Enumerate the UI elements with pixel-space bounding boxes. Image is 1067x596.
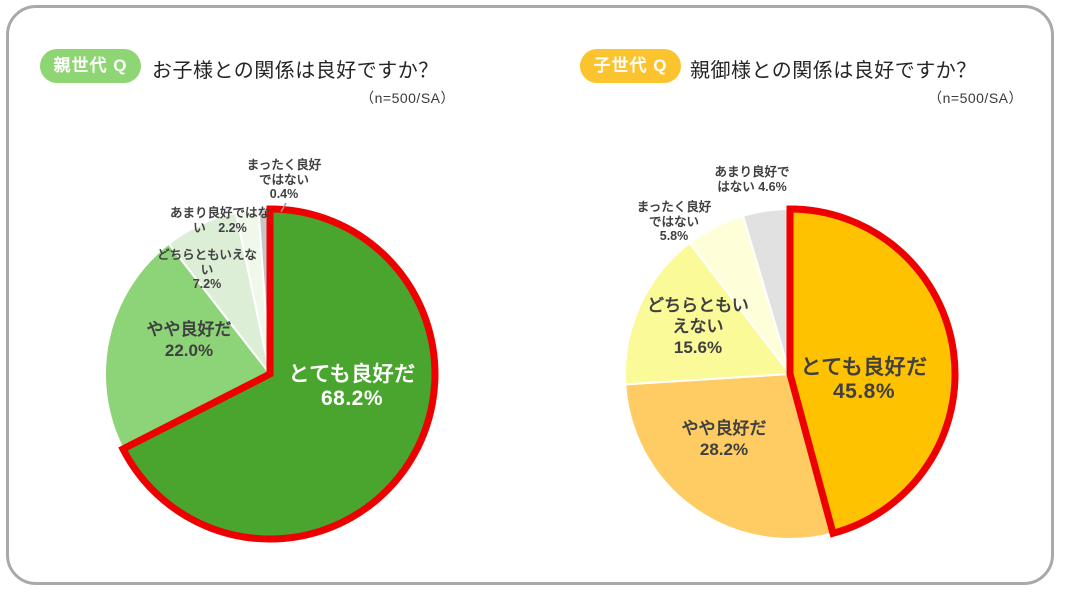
slice-callout: あまり良好で はない 4.6% [714,165,790,194]
child-generation-badge: 子世代 Q [580,49,681,83]
child-sample-size-note: （n=500/SA） [928,90,1023,106]
slice-callout: とても良好だ 68.2% [288,363,416,410]
slice-callout: どちらともい えない 15.6% [647,296,749,357]
slice-callout: やや良好だ 22.0% [146,320,232,360]
pie-slice [104,242,272,451]
slice-callout: あまり良好ではな い 2.2% [169,206,271,235]
pie-slice [624,372,835,540]
pie-chart-child [623,205,959,540]
parent-sample-size-note: （n=500/SA） [360,90,455,106]
parent-generation-badge: 親世代 Q [40,49,141,83]
highlighted-slice-outline [118,205,439,543]
slice-callout: とても良好だ 45.8% [800,356,928,403]
highlighted-slice-outline [786,205,959,538]
slice-callout: まったく良好 ではない 5.8% [636,200,712,243]
parent-question-title: お子様との関係は良好ですか？ [152,60,439,82]
slice-callout: やや良好だ 28.2% [681,419,767,459]
pie-chart-parent [104,202,439,543]
child-question-title: 親御様との関係は良好ですか？ [690,60,977,82]
pie-slice [623,241,792,386]
slice-callout: まったく良好 ではない 0.4% [246,158,322,201]
callout-pointer-line [280,202,287,213]
slice-callout: どちらともいえな い 7.2% [157,248,257,291]
